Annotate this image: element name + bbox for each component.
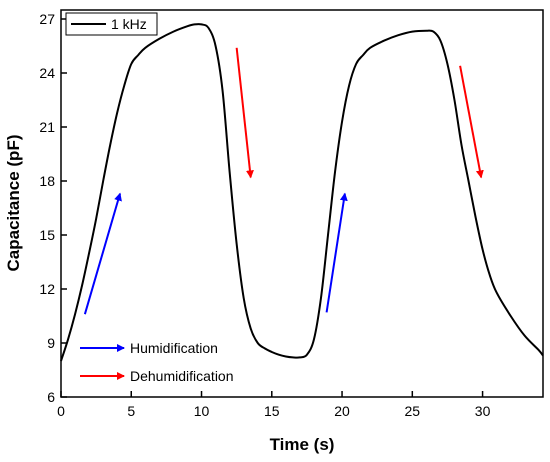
legend-label-1khz: 1 kHz [111,16,147,32]
humidification-label: Humidification [130,340,218,356]
x-tick-label: 30 [475,403,491,419]
dehumidification-arrow [235,47,254,179]
x-tick-label: 25 [405,403,421,419]
humidification-arrow [325,192,348,313]
y-axis-ticks: 6 9 12 15 18 21 24 27 [39,11,67,405]
x-tick-label: 10 [194,403,210,419]
dehumidification-arrow [459,65,484,179]
y-tick-label: 27 [39,11,55,27]
y-tick-label: 24 [39,65,55,81]
y-axis-title: Capacitance (pF) [4,135,23,272]
dehumidification-label: Dehumidification [130,368,234,384]
x-tick-label: 15 [264,403,280,419]
x-tick-label: 0 [57,403,65,419]
legend: 1 kHz [65,12,158,36]
y-tick-label: 6 [47,389,55,405]
y-tick-label: 15 [39,227,55,243]
series-line-1khz [60,23,544,362]
y-tick-label: 9 [47,335,55,351]
direction-arrows [83,47,484,315]
x-axis-title: Time (s) [270,435,335,454]
humidification-arrow [83,192,122,315]
y-tick-label: 21 [39,119,55,135]
plot-frame [60,9,544,398]
x-tick-label: 5 [127,403,135,419]
legend-box [65,12,158,36]
y-tick-label: 12 [39,281,55,297]
annotation-legend: Humidification Dehumidification [80,340,234,384]
x-axis-ticks: 0 5 10 15 20 25 30 [57,391,491,419]
y-tick-label: 18 [39,173,55,189]
x-tick-label: 20 [334,403,350,419]
